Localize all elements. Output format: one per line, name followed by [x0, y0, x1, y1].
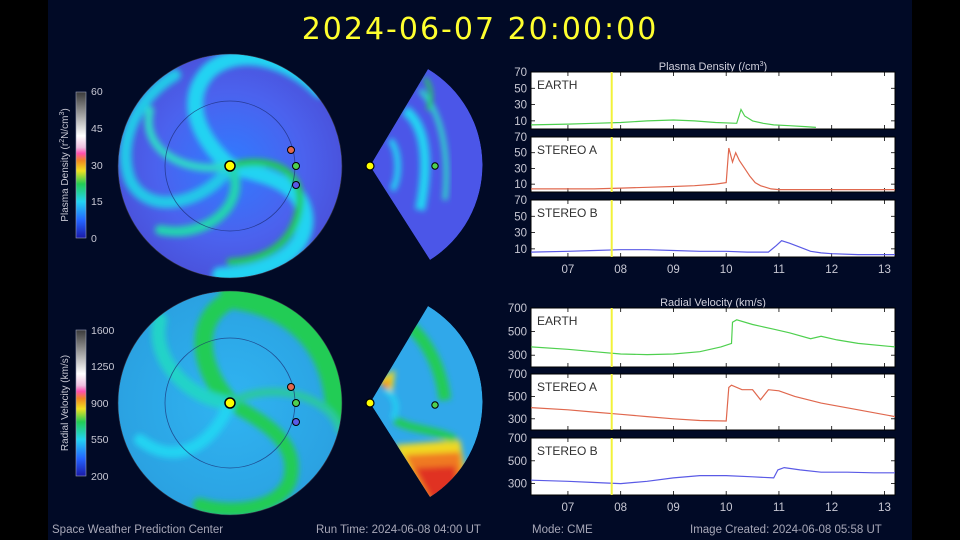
footer-mode: Mode: CME — [532, 524, 593, 536]
x-tick-label: 13 — [878, 502, 891, 514]
y-tick-label: 10 — [514, 179, 527, 191]
velocity-tick-550: 550 — [91, 434, 109, 446]
series-stereo_b — [530, 240, 895, 256]
panel-earth: 300 500 700 EARTH — [508, 303, 896, 368]
sun-marker-density — [224, 160, 236, 172]
series-stereo_a — [531, 147, 895, 191]
x-tick-label: 10 — [720, 264, 733, 276]
velocity-tick-200: 200 — [91, 471, 109, 483]
y-tick-label: 50 — [514, 148, 527, 160]
panel-stereo-b: 300 500 700 STEREO B — [508, 433, 896, 496]
earth-marker-density-wedge — [431, 162, 439, 170]
y-tick-label: 300 — [508, 414, 527, 426]
footer: Space Weather Prediction Center Run Time… — [52, 524, 910, 540]
sun-marker-velocity — [224, 397, 236, 409]
stereo-a-marker-density — [287, 146, 295, 154]
x-tick-label: 12 — [825, 264, 838, 276]
density-tick-30: 30 — [91, 160, 103, 172]
stereo-b-marker-density — [292, 181, 300, 189]
y-tick-label: 70 — [514, 132, 527, 144]
x-tick-label: 07 — [562, 264, 575, 276]
x-tick-label: 09 — [667, 502, 680, 514]
panel-label: STEREO B — [537, 444, 598, 458]
footer-run-time: Run Time: 2024-06-08 04:00 UT — [316, 524, 481, 536]
y-tick-label: 70 — [514, 67, 527, 79]
y-tick-label: 50 — [514, 83, 527, 95]
timestamp: 2024-06-07 20:00:00 — [301, 12, 659, 47]
sun-marker-velocity-wedge — [365, 398, 375, 408]
density-tick-15: 15 — [91, 196, 103, 208]
y-tick-label: 500 — [508, 391, 527, 403]
footer-image-created: Image Created: 2024-06-08 05:58 UT — [690, 524, 882, 536]
density-tick-60: 60 — [91, 86, 103, 98]
panel-stereo-a: 300 500 700 STEREO A — [508, 369, 896, 431]
density-colorbar-label: Plasma Density (r2N/cm3) — [59, 108, 71, 221]
y-tick-label: 300 — [508, 350, 527, 362]
y-tick-label: 30 — [514, 228, 527, 240]
x-tick-label: 13 — [878, 264, 891, 276]
y-tick-label: 50 — [514, 211, 527, 223]
x-tick-label: 09 — [667, 264, 680, 276]
y-tick-label: 300 — [508, 479, 527, 491]
panel-label: EARTH — [537, 78, 577, 92]
density-meridional-map — [370, 69, 483, 260]
x-tick-label: 11 — [773, 502, 785, 514]
x-tick-label: 08 — [614, 502, 627, 514]
x-tick-label: 08 — [614, 264, 627, 276]
panel-stereo-a: 10 30 50 70 STEREO A — [514, 132, 896, 193]
x-tick-label: 12 — [825, 502, 838, 514]
panel-label: STEREO A — [537, 380, 597, 394]
velocity-tick-1250: 1250 — [91, 361, 115, 373]
panel-label: EARTH — [537, 314, 577, 328]
y-tick-label: 700 — [508, 369, 527, 381]
panel-label: STEREO B — [537, 206, 598, 220]
x-tick-label: 11 — [773, 264, 785, 276]
density-colorbar: 60 45 30 15 0 Plasma Density (r2N/cm3) — [59, 86, 103, 245]
chart-1: Radial Velocity (km/s) 300 500 700 EARTH 300 5… — [508, 297, 896, 514]
x-tick-label: 07 — [562, 502, 575, 514]
y-tick-label: 500 — [508, 456, 527, 468]
y-tick-label: 10 — [514, 116, 527, 128]
y-tick-label: 10 — [514, 244, 527, 256]
velocity-colorbar: 1600 1250 900 550 200 Radial Velocity (k… — [60, 325, 115, 483]
velocity-tick-900: 900 — [91, 398, 109, 410]
earth-marker-velocity — [292, 399, 300, 407]
chart-title: Plasma Density (/cm3) — [659, 61, 767, 73]
stereo-a-marker-velocity — [287, 383, 295, 391]
stereo-b-marker-velocity — [292, 418, 300, 426]
y-tick-label: 30 — [514, 100, 527, 112]
y-tick-label: 700 — [508, 433, 527, 445]
y-tick-label: 500 — [508, 327, 527, 339]
y-tick-label: 70 — [514, 195, 527, 207]
earth-marker-velocity-wedge — [431, 401, 439, 409]
y-tick-label: 700 — [508, 303, 527, 315]
velocity-tick-1600: 1600 — [91, 325, 115, 337]
series-stereo_a — [530, 384, 896, 422]
panel-earth: 10 30 50 70 EARTH — [514, 67, 896, 130]
sun-marker-density-wedge — [365, 161, 375, 171]
footer-organization: Space Weather Prediction Center — [52, 524, 224, 536]
series-earth — [530, 319, 896, 356]
y-tick-label: 30 — [514, 163, 527, 175]
velocity-colorbar-label: Radial Velocity (km/s) — [60, 355, 71, 451]
x-tick-label: 10 — [720, 502, 733, 514]
earth-marker-density — [292, 162, 300, 170]
chart-title: Radial Velocity (km/s) — [660, 297, 766, 309]
density-tick-0: 0 — [91, 233, 97, 245]
density-tick-45: 45 — [91, 123, 103, 135]
panel-stereo-b: 10 30 50 70 STEREO B — [514, 195, 896, 258]
panel-label: STEREO A — [537, 143, 597, 157]
chart-0: Plasma Density (/cm3) 10 30 50 70 EARTH 10 30 50… — [514, 61, 896, 276]
